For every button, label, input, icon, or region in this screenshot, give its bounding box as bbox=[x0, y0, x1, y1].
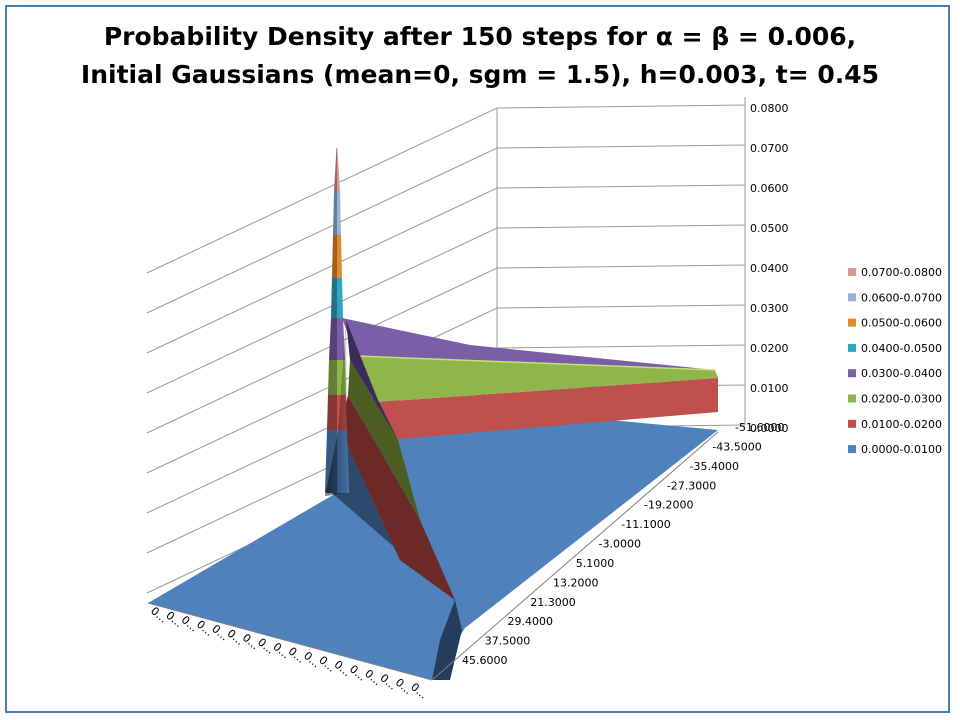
legend-item: 0.0200-0.0300 bbox=[848, 393, 942, 406]
legend-label: 0.0700-0.0800 bbox=[861, 266, 942, 279]
legend-label: 0.0600-0.0700 bbox=[861, 291, 942, 304]
legend-item: 0.0400-0.0500 bbox=[848, 342, 942, 355]
legend-label: 0.0500-0.0600 bbox=[861, 317, 942, 330]
chart-title: Probability Density after 150 steps for … bbox=[0, 18, 960, 94]
ridge-shadow bbox=[325, 320, 348, 496]
y-tick-label: 13.2000 bbox=[553, 576, 599, 589]
legend-item: 0.0500-0.0600 bbox=[848, 317, 942, 330]
y-tick-label: -19.2000 bbox=[644, 499, 693, 512]
gridline-right bbox=[496, 304, 746, 309]
legend-item: 0.0600-0.0700 bbox=[848, 291, 942, 304]
gridline-right bbox=[496, 264, 746, 269]
y-tick-label: 29.4000 bbox=[508, 615, 554, 628]
chart-title-line-2: Initial Gaussians (mean=0, sgm = 1.5), h… bbox=[80, 60, 880, 89]
spike-0700-0800 bbox=[334, 148, 340, 192]
legend-label: 0.0000-0.0100 bbox=[861, 443, 942, 456]
spike-0100-0200-shade bbox=[327, 395, 337, 430]
spike-0600-0700 bbox=[333, 192, 341, 235]
spike-0500-0600 bbox=[332, 235, 342, 278]
z-tick-label: 0.0300 bbox=[750, 302, 789, 315]
spike-0700-0800-shade bbox=[334, 148, 337, 192]
legend-item: 0.0700-0.0800 bbox=[848, 266, 942, 279]
spike-0600-0700-shade bbox=[333, 192, 337, 235]
gridline-right bbox=[496, 184, 746, 189]
legend-swatch bbox=[848, 343, 856, 352]
legend: 0.0700-0.0800 0.0600-0.0700 0.0500-0.0600 0… bbox=[848, 266, 942, 456]
gridline-left bbox=[146, 307, 498, 474]
z-tick-label: 0.0800 bbox=[750, 102, 789, 115]
legend-swatch bbox=[848, 419, 856, 428]
legend-label: 0.0200-0.0300 bbox=[861, 393, 942, 406]
y-tick-label: 21.3000 bbox=[530, 596, 576, 609]
spike-0300-0400-shade bbox=[329, 318, 337, 360]
x-axis-line bbox=[147, 602, 433, 681]
spike-0300-0400 bbox=[329, 318, 345, 360]
y-tick-label: -51.6000 bbox=[735, 421, 784, 434]
legend-label: 0.0300-0.0400 bbox=[861, 367, 942, 380]
y-axis-line bbox=[431, 431, 719, 681]
y-tick-label: -3.0000 bbox=[599, 538, 641, 551]
spike-0500-0600-shade bbox=[332, 235, 337, 278]
y-tick-label: -27.3000 bbox=[667, 479, 716, 492]
y-tick-label: 45.6000 bbox=[462, 654, 508, 667]
legend-swatch bbox=[848, 394, 856, 403]
legend-swatch bbox=[848, 445, 856, 454]
legend-label: 0.0100-0.0200 bbox=[861, 418, 942, 431]
band-red bbox=[378, 378, 718, 440]
band-green-edge bbox=[355, 355, 716, 371]
legend-swatch bbox=[848, 369, 856, 378]
surface bbox=[148, 148, 718, 680]
gridline-right bbox=[496, 344, 746, 349]
z-tick-label: 0.0000 bbox=[750, 422, 789, 435]
y-tick-label: 5.1000 bbox=[576, 557, 615, 570]
spike-0400-0500 bbox=[331, 278, 343, 318]
ridge-face-red bbox=[340, 395, 455, 600]
z-tick-label: 0.0100 bbox=[750, 382, 789, 395]
y-tick-label: -11.1000 bbox=[621, 518, 670, 531]
z-tick-label: 0.0500 bbox=[750, 222, 789, 235]
z-tick-label: 0.0700 bbox=[750, 142, 789, 155]
z-tick-label: 0.0400 bbox=[750, 262, 789, 275]
gridline-right bbox=[496, 144, 746, 149]
z-tick-label: 0.0600 bbox=[750, 182, 789, 195]
legend-swatch bbox=[848, 318, 856, 327]
ridge-face-green bbox=[348, 360, 420, 520]
surface-right-sheet bbox=[332, 398, 718, 630]
legend-item: 0.0000-0.0100 bbox=[848, 443, 942, 456]
legend-item: 0.0300-0.0400 bbox=[848, 367, 942, 380]
gridline-left bbox=[146, 187, 498, 354]
legend-swatch bbox=[848, 293, 856, 302]
legend-label: 0.0400-0.0500 bbox=[861, 342, 942, 355]
gridline-left bbox=[146, 147, 498, 314]
gridline-left bbox=[146, 267, 498, 434]
band-green bbox=[356, 356, 718, 402]
legend-item: 0.0100-0.0200 bbox=[848, 418, 942, 431]
y-tick-label: -35.4000 bbox=[690, 460, 739, 473]
z-tick-label: 0.0200 bbox=[750, 342, 789, 355]
gridline-right bbox=[496, 224, 746, 229]
gridline-left bbox=[146, 227, 498, 394]
y-tick-label: -43.5000 bbox=[712, 440, 761, 453]
y-tick-label: 37.5000 bbox=[485, 635, 531, 648]
chart-title-line-1: Probability Density after 150 steps for … bbox=[103, 22, 857, 51]
spike-0400-0500-shade bbox=[331, 278, 337, 318]
band-purple bbox=[342, 318, 715, 370]
gridline-left bbox=[146, 107, 498, 274]
gridline-right bbox=[496, 104, 746, 109]
spike-0200-0300-shade bbox=[328, 360, 337, 395]
legend-swatch bbox=[848, 268, 856, 276]
